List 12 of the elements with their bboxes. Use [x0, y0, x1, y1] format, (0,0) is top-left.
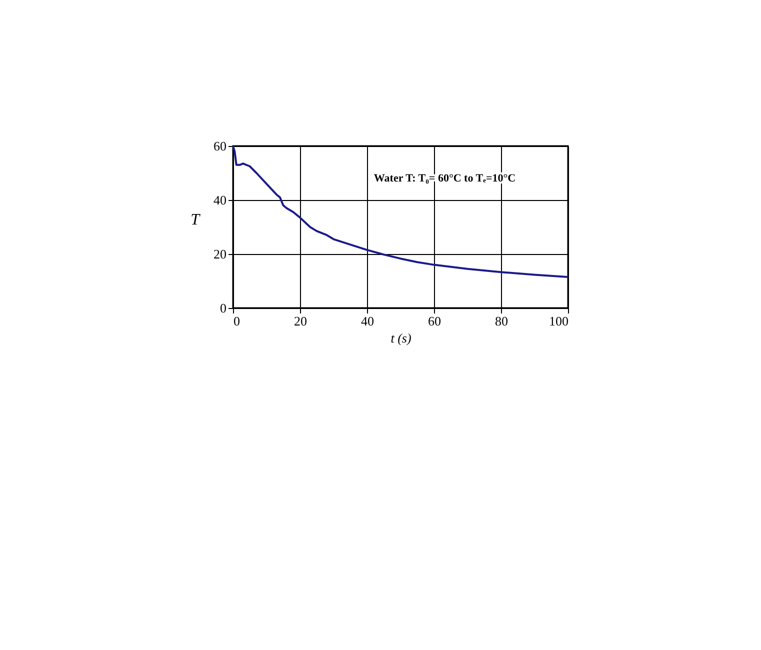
x-tick-label: 60 — [428, 314, 441, 328]
x-tick-label: 100 — [549, 314, 568, 328]
x-tick-label: 80 — [495, 314, 508, 328]
y-axis-title: T — [190, 212, 201, 228]
x-axis-title: t (s) — [390, 330, 412, 346]
x-tick-label: 0 — [234, 314, 240, 328]
y-tick-label: 40 — [214, 192, 226, 208]
x-tick-label: 40 — [361, 314, 374, 328]
y-tick-label: 60 — [214, 138, 226, 154]
x-tick-label: 20 — [294, 314, 307, 328]
y-tick-label: 20 — [214, 246, 226, 262]
y-tick-label: 0 — [220, 300, 226, 316]
